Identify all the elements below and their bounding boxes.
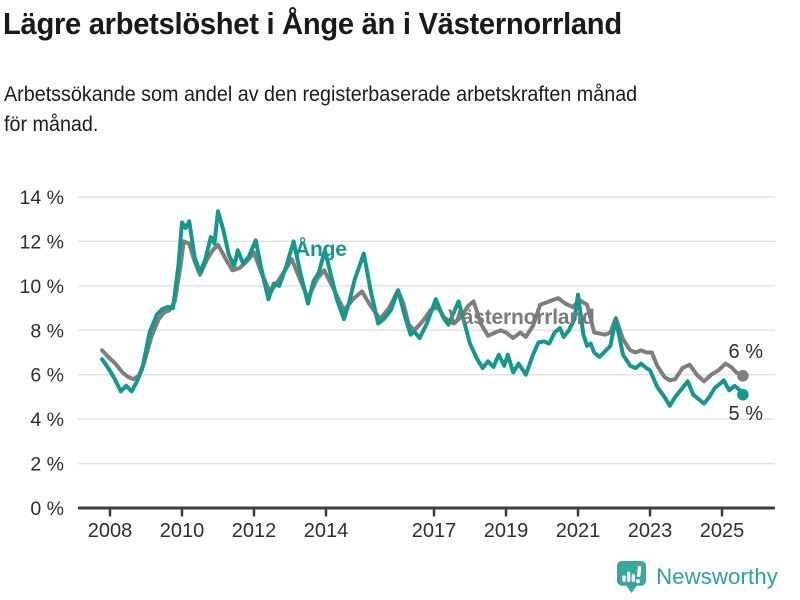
y-axis-tick-label: 12 % <box>20 231 64 253</box>
y-axis-tick-label: 2 % <box>30 454 64 476</box>
x-axis-tick-label: 2010 <box>160 520 205 542</box>
newsworthy-branding: Newsworthy <box>616 560 778 594</box>
series-end-dot-ange <box>737 388 749 401</box>
x-axis-tick-label: 2012 <box>232 520 277 542</box>
exclamation-glyph <box>636 565 642 584</box>
series-label-vasternorrland: Västernorrland <box>448 306 595 329</box>
chart-subtitle: Arbetssökande som andel av den registerb… <box>4 83 638 136</box>
bar-chart-glyph <box>622 571 636 582</box>
x-axis-tick-label: 2021 <box>556 520 601 542</box>
y-axis-tick-label: 14 % <box>20 187 64 209</box>
y-axis-tick-label: 0 % <box>30 498 64 520</box>
y-axis-tick-label: 8 % <box>30 320 64 342</box>
series-line-ange <box>100 209 745 408</box>
x-axis-tick-label: 2008 <box>88 520 133 542</box>
x-axis-tick-label: 2019 <box>484 520 529 542</box>
y-axis-tick-label: 6 % <box>30 365 64 387</box>
newsworthy-logo-icon <box>617 561 647 593</box>
end-value-label-vasternorrland: 6 % <box>728 341 763 363</box>
x-axis-tick-label: 2014 <box>304 520 349 542</box>
y-axis-tick-label: 4 % <box>30 409 64 431</box>
speech-bubble-shape <box>617 561 647 593</box>
newsworthy-wordmark: Newsworthy <box>656 564 778 589</box>
series-label-ange: Ånge <box>295 238 347 261</box>
x-axis-tick-label: 2025 <box>700 520 745 542</box>
x-axis-tick-label: 2023 <box>628 520 673 542</box>
chart-title: Lägre arbetslöshet i Ånge än i Västernor… <box>3 6 622 41</box>
y-axis-tick-label: 10 % <box>20 276 64 298</box>
x-axis-tick-label: 2017 <box>412 520 457 542</box>
end-value-label-ange: 5 % <box>728 403 763 425</box>
series-end-dot-vasternorrland <box>737 370 749 382</box>
